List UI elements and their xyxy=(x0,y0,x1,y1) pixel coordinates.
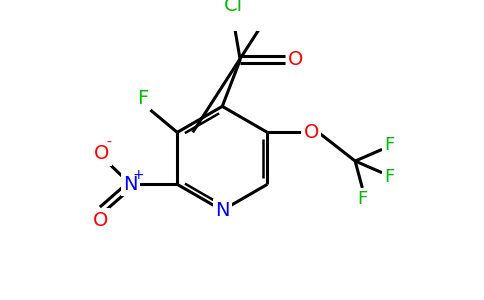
Text: O: O xyxy=(303,123,319,142)
Text: N: N xyxy=(215,201,229,220)
Text: O: O xyxy=(94,144,110,164)
Text: F: F xyxy=(384,168,394,186)
Text: N: N xyxy=(123,175,138,194)
Text: +: + xyxy=(133,168,145,182)
Text: Cl: Cl xyxy=(224,0,242,16)
Text: F: F xyxy=(357,190,367,208)
Text: F: F xyxy=(384,136,394,154)
Text: O: O xyxy=(92,211,108,230)
Text: O: O xyxy=(288,50,303,69)
Text: -: - xyxy=(106,136,111,150)
Text: F: F xyxy=(137,89,149,108)
